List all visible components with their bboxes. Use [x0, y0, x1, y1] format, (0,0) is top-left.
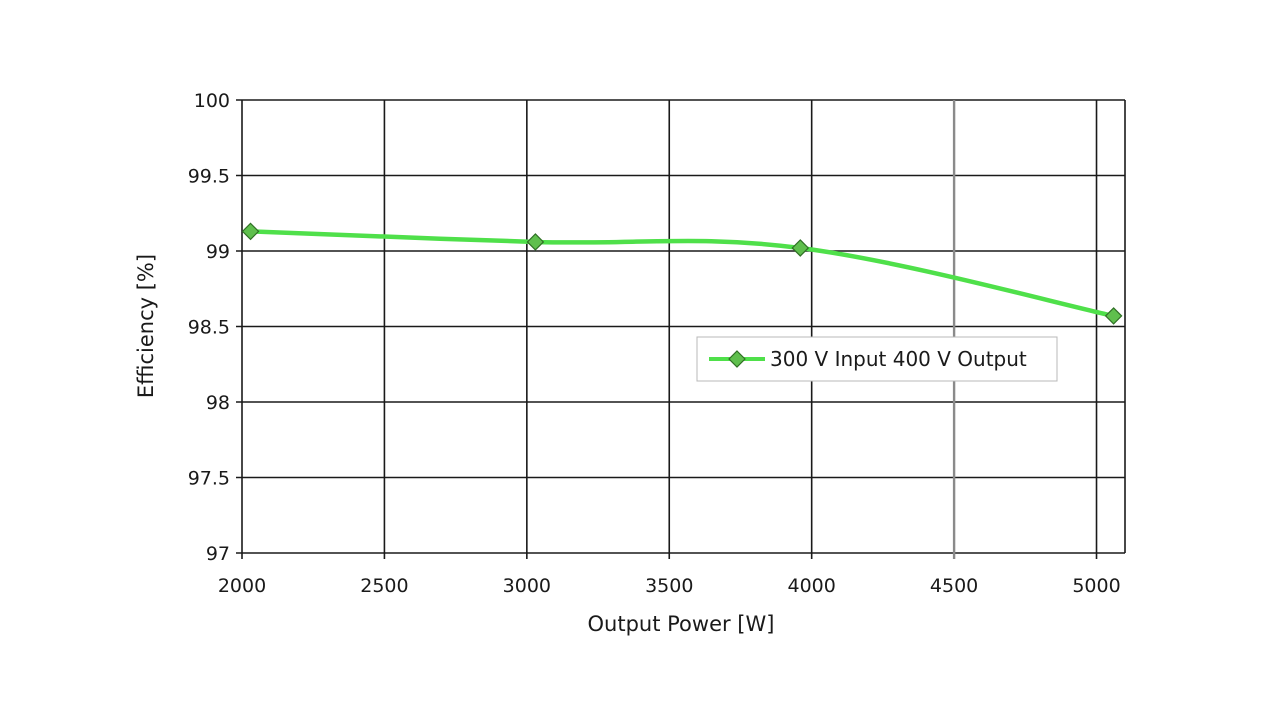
series-line	[250, 229, 1115, 319]
data-point-marker	[241, 222, 260, 241]
x-tick-label: 2500	[360, 575, 408, 597]
x-tick-label: 4500	[930, 575, 978, 597]
legend-marker-diamond	[728, 350, 746, 368]
x-tick-label: 5000	[1072, 575, 1120, 597]
data-point-marker	[526, 233, 545, 251]
x-tick-label: 4000	[787, 575, 835, 597]
y-tick-label: 98.5	[188, 317, 230, 339]
x-tick-label: 3000	[503, 575, 551, 597]
legend-label: 300 V Input 400 V Output	[770, 347, 1027, 371]
data-point-marker	[791, 239, 810, 257]
data-point-marker	[1104, 307, 1123, 325]
y-tick-label: 99	[206, 241, 230, 263]
y-tick-label: 100	[194, 90, 230, 112]
x-tick-label: 2000	[218, 575, 266, 597]
y-axis-title: Efficiency [%]	[134, 254, 158, 398]
x-axis-title: Output Power [W]	[588, 612, 775, 636]
y-tick-label: 97	[206, 543, 230, 565]
grid	[236, 99, 1126, 559]
legend: 300 V Input 400 V Output	[696, 336, 1058, 382]
y-tick-label: 99.5	[188, 166, 230, 188]
plot-area	[241, 222, 1123, 325]
y-tick-label: 98	[206, 392, 230, 414]
x-tick-label: 3500	[645, 575, 693, 597]
x-axis: 2000 2500 3000 3500 4000 4500 5000	[218, 575, 1121, 597]
y-axis: 97 97.5 98 98.5 99 99.5 100	[188, 90, 230, 565]
y-tick-label: 97.5	[188, 468, 230, 490]
